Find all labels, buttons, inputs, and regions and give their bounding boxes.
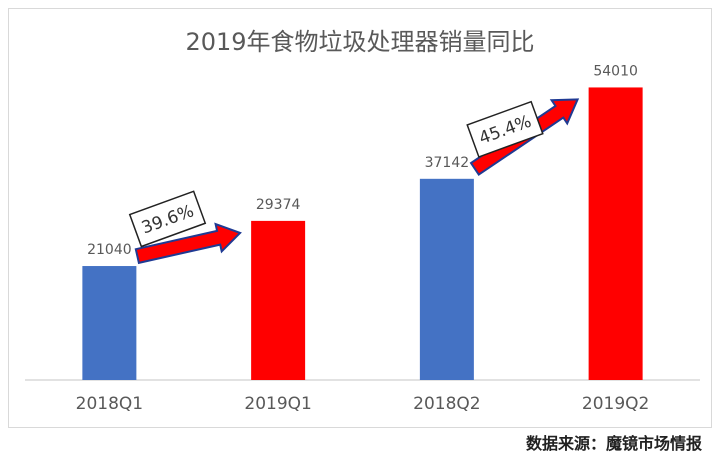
growth-label-frame-2 xyxy=(466,100,544,158)
bar-2019Q1 xyxy=(251,220,306,380)
bar-2018Q1 xyxy=(82,266,137,380)
growth-arrow-1 xyxy=(134,222,242,265)
tick-label-2019Q1: 2019Q1 xyxy=(244,394,311,414)
data-label-2018Q1: 21040 xyxy=(87,242,132,258)
bar-2019Q2 xyxy=(588,87,643,380)
data-label-2019Q1: 29374 xyxy=(256,197,301,213)
data-label-2018Q2: 37142 xyxy=(425,155,470,171)
tick-label-2019Q2: 2019Q2 xyxy=(582,394,649,414)
source-text: 数据来源：魔镜市场情报 xyxy=(525,434,702,453)
tick-label-2018Q1: 2018Q1 xyxy=(76,394,143,414)
growth-label-box-1: 39.6% xyxy=(128,190,207,248)
data-label-2019Q2: 54010 xyxy=(593,63,638,79)
tick-label-2018Q2: 2018Q2 xyxy=(413,394,480,414)
chart-title: 2019年食物垃圾处理器销量同比 xyxy=(185,28,535,56)
bar-2018Q2 xyxy=(419,178,474,380)
growth-label-frame-1 xyxy=(128,190,207,248)
